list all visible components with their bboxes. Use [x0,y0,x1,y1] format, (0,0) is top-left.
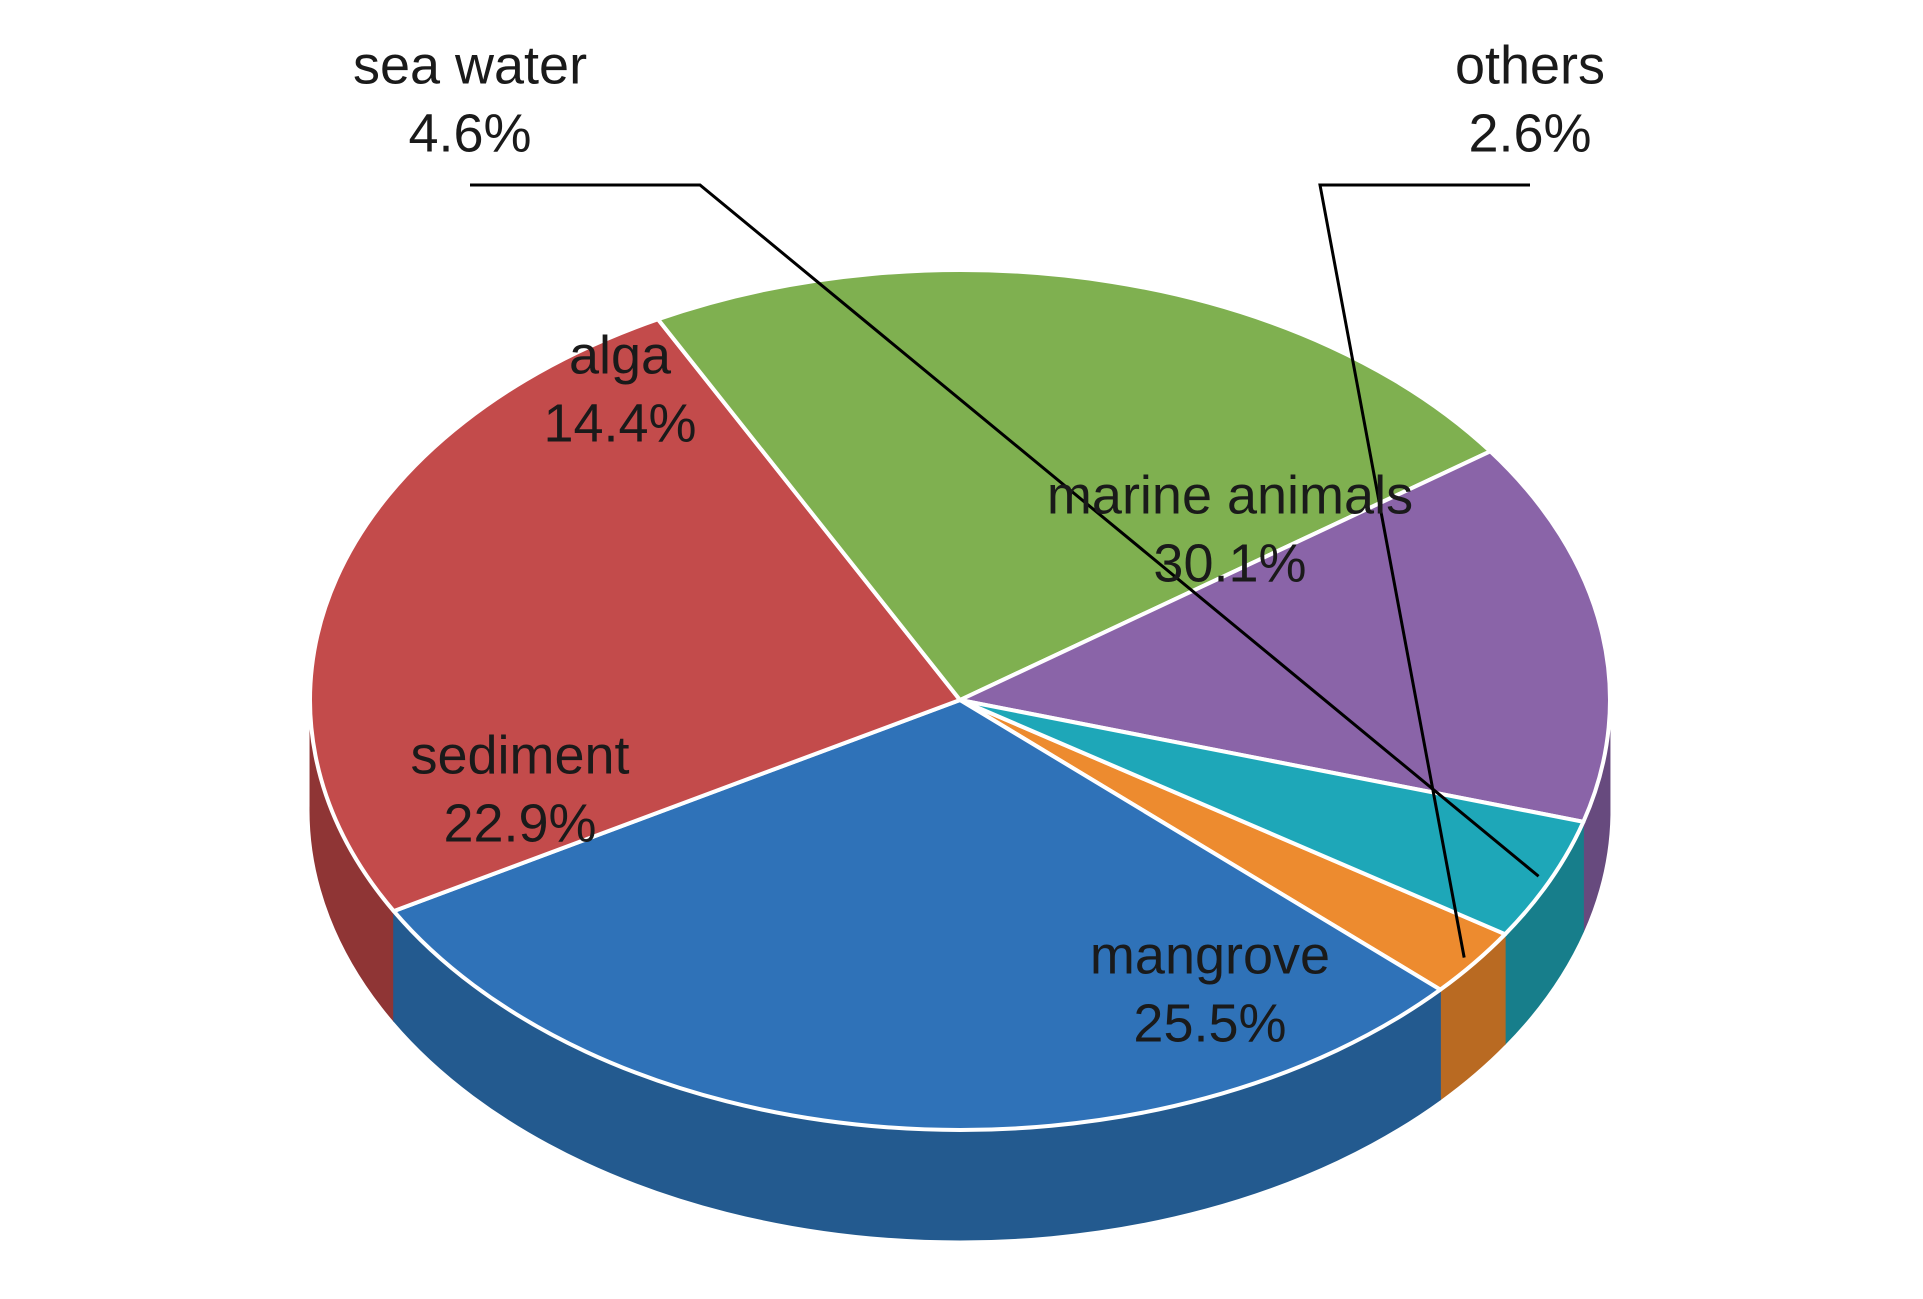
slice-label-pct: 30.1% [1153,533,1306,593]
slice-label-alga: alga 14.4% [543,323,696,458]
slice-label-mangrove: mangrove 25.5% [1090,923,1330,1058]
callout-label-pct: 4.6% [408,103,531,163]
callout-label-others: others 2.6% [1455,33,1605,168]
slice-label-text: mangrove [1090,926,1330,986]
slice-label-marine_animals: marine animals 30.1% [1047,463,1413,598]
slice-label-text: alga [569,326,671,386]
callout-label-text: sea water [353,36,587,96]
slice-label-text: sediment [410,726,629,786]
slice-label-pct: 22.9% [443,793,596,853]
callout-label-text: others [1455,36,1605,96]
slice-label-text: marine animals [1047,466,1413,526]
slice-label-sediment: sediment 22.9% [410,723,629,858]
pie-chart-svg [0,0,1923,1299]
callout-label-sea_water: sea water 4.6% [353,33,587,168]
pie-chart: others 2.6% marine animals 30.1% mangrove 25.… [0,0,1923,1299]
callout-label-pct: 2.6% [1468,103,1591,163]
slice-label-pct: 14.4% [543,393,696,453]
slice-label-pct: 25.5% [1133,993,1286,1053]
